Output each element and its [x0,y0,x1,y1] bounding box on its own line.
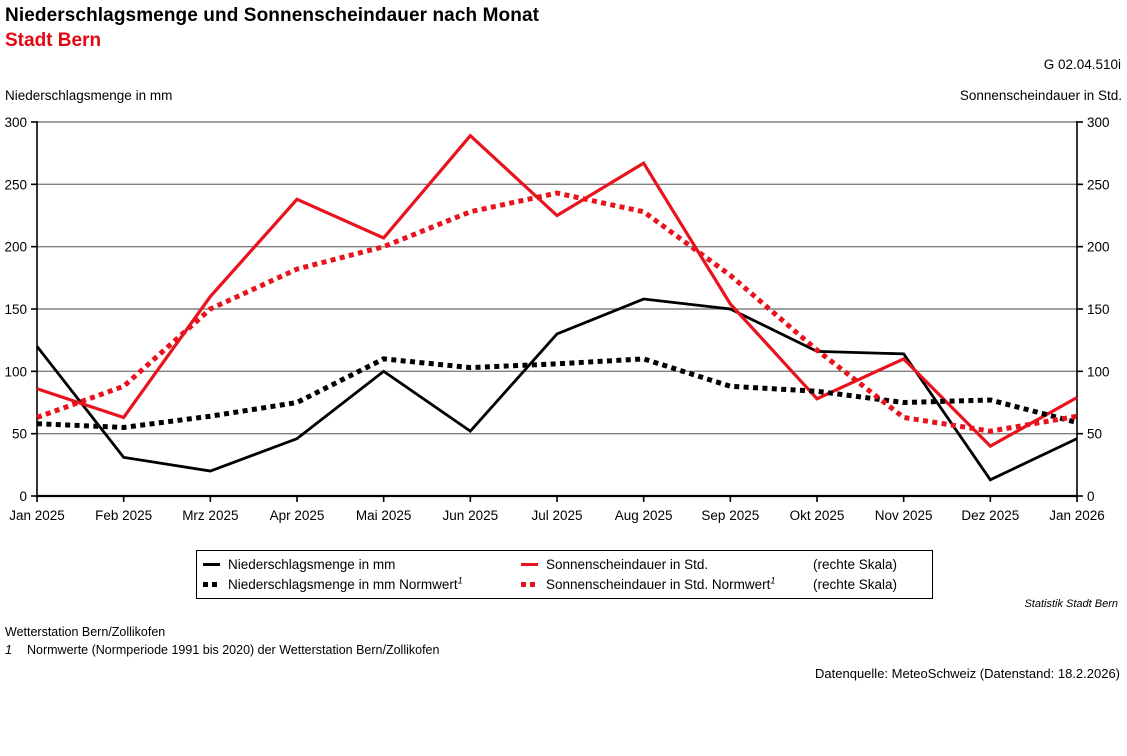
legend-label: Sonnenscheindauer in Std. Normwert1 [546,575,776,592]
legend-label: Niederschlagsmenge in mm Normwert1 [228,575,463,592]
svg-text:Apr 2025: Apr 2025 [270,508,325,523]
svg-text:200: 200 [4,240,27,255]
publisher-credit: Statistik Stadt Bern [1024,598,1118,610]
chart-legend: Niederschlagsmenge in mm Sonnenscheindau… [196,550,933,599]
footnote-marker: 1 [5,643,12,657]
legend-scale-note: (rechte Skala) [813,556,898,572]
solid-black-line-icon [203,562,221,566]
svg-text:Aug 2025: Aug 2025 [615,508,673,523]
svg-text:Mrz 2025: Mrz 2025 [182,508,238,523]
svg-text:50: 50 [1087,427,1102,442]
figure-code: G 02.04.510i [1043,57,1121,72]
station-note: Wetterstation Bern/Zollikofen [5,625,166,639]
norm-footnote: 1 Normwerte (Normperiode 1991 bis 2020) d… [5,643,439,657]
solid-red-line-icon [521,562,539,566]
footnote-ref: 1 [770,575,776,585]
svg-text:200: 200 [1087,240,1110,255]
data-source: Datenquelle: MeteoSchweiz (Datenstand: 1… [815,666,1120,681]
legend-item-sonnenschein-normwert: Sonnenscheindauer in Std. Normwert1 [521,575,813,592]
page-title: Niederschlagsmenge und Sonnenscheindauer… [5,5,540,26]
legend-row: Niederschlagsmenge in mm Normwert1 Sonne… [203,574,926,594]
svg-text:300: 300 [1087,115,1110,130]
svg-text:Nov 2025: Nov 2025 [875,508,933,523]
legend-label: Niederschlagsmenge in mm [228,556,396,572]
svg-text:250: 250 [1087,177,1110,192]
right-axis-title: Sonnenscheindauer in Std. [959,88,1122,103]
svg-text:Sep 2025: Sep 2025 [701,508,759,523]
page-subtitle: Stadt Bern [5,30,102,51]
svg-text:Okt 2025: Okt 2025 [790,508,845,523]
svg-text:0: 0 [1087,489,1095,504]
svg-text:Jan 2026: Jan 2026 [1049,508,1105,523]
svg-text:Jan 2025: Jan 2025 [9,508,65,523]
svg-text:300: 300 [4,115,27,130]
svg-text:150: 150 [4,302,27,317]
svg-text:150: 150 [1087,302,1110,317]
legend-item-sonnenschein: Sonnenscheindauer in Std. [521,557,813,572]
svg-text:Dez 2025: Dez 2025 [961,508,1019,523]
line-chart: 0 0 50 50 100 100 150 150 200 200 250 250 300 300 Jan … [0,114,1127,528]
dotted-black-line-icon [203,581,221,587]
footnote-text: Normwerte (Normperiode 1991 bis 2020) de… [27,643,440,657]
svg-text:Jun 2025: Jun 2025 [443,508,499,523]
svg-text:100: 100 [4,364,27,379]
svg-text:Feb 2025: Feb 2025 [95,508,152,523]
footnote-ref: 1 [457,575,463,585]
left-axis-title: Niederschlagsmenge in mm [5,88,173,103]
svg-text:50: 50 [12,427,27,442]
svg-text:100: 100 [1087,364,1110,379]
legend-label: Sonnenscheindauer in Std. [546,556,709,572]
legend-item-niederschlag: Niederschlagsmenge in mm [203,557,521,572]
svg-text:Jul 2025: Jul 2025 [531,508,582,523]
legend-item-niederschlag-normwert: Niederschlagsmenge in mm Normwert1 [203,575,521,592]
chart-canvas: 0 0 50 50 100 100 150 150 200 200 250 250 300 300 Jan … [4,115,1110,523]
legend-scale-note: (rechte Skala) [813,576,898,592]
svg-text:0: 0 [19,489,27,504]
svg-text:250: 250 [4,177,27,192]
svg-text:Mai 2025: Mai 2025 [356,508,412,523]
legend-row: Niederschlagsmenge in mm Sonnenscheindau… [203,554,926,574]
dotted-red-line-icon [521,581,539,587]
